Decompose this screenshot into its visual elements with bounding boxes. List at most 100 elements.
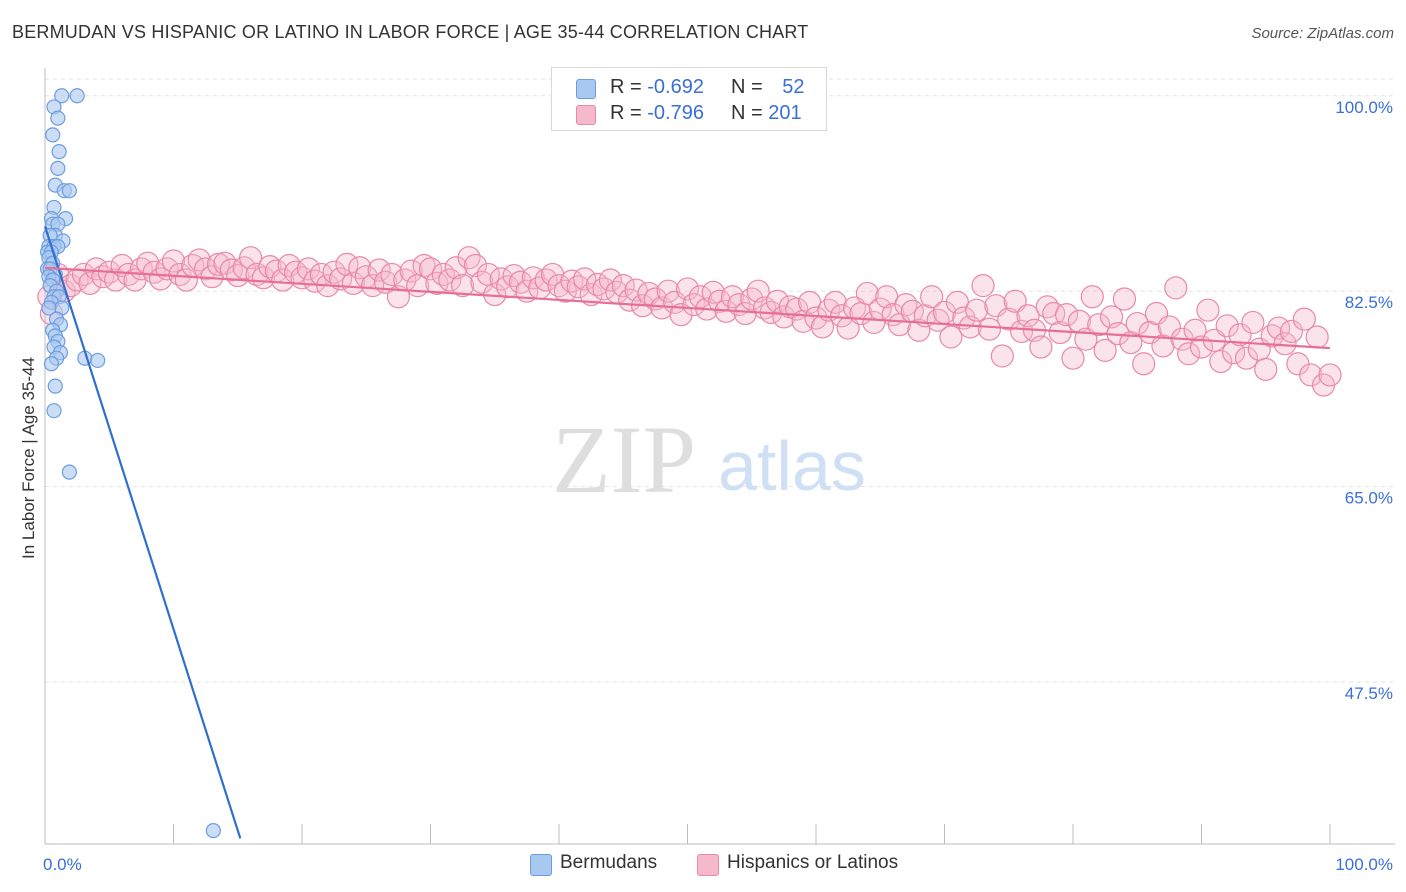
hispanic-point xyxy=(470,270,494,294)
legend-r-bermudans: R = -0.692 xyxy=(610,76,704,98)
hispanic-point xyxy=(277,253,301,278)
hispanic-point xyxy=(161,249,186,273)
hispanic-point xyxy=(733,301,757,326)
y-axis-title: In Labor Force | Age 35-44 xyxy=(19,357,38,559)
hispanic-point xyxy=(213,251,237,275)
hispanic-point xyxy=(855,281,880,306)
hispanic-point xyxy=(907,318,931,342)
hispanic-point xyxy=(271,268,295,292)
hispanic-point xyxy=(1254,357,1278,381)
hispanic-point xyxy=(682,292,706,317)
hispanic-point xyxy=(1196,298,1220,322)
hispanic-point xyxy=(328,267,353,291)
hispanic-point xyxy=(1279,319,1304,343)
tick-labels: 47.5% 65.0% 82.5% 100.0% 0.0% 100.0% xyxy=(43,98,1393,874)
bermudan-point xyxy=(50,110,66,126)
hispanic-point xyxy=(573,267,597,291)
bottom-legend-label-bermudans: Bermudans xyxy=(560,852,658,873)
hispanic-point xyxy=(303,269,327,293)
hispanic-point xyxy=(1260,324,1284,348)
hispanic-point xyxy=(1209,349,1233,374)
hispanic-point xyxy=(444,256,468,280)
hispanic-point xyxy=(1080,285,1104,309)
legend-n-bermudans: N = 52 xyxy=(731,76,805,98)
hispanic-point xyxy=(669,303,693,327)
hispanic-point xyxy=(1016,304,1040,328)
hispanic-point xyxy=(656,279,680,303)
hispanic-point xyxy=(1164,276,1188,300)
hispanic-point xyxy=(1318,363,1342,387)
hispanic-point xyxy=(322,260,346,284)
hispanic-point xyxy=(451,274,475,298)
hispanic-point xyxy=(104,268,128,292)
bermudan-point xyxy=(61,464,78,480)
bottom-legend-swatch-hispanics xyxy=(697,854,719,876)
y-tick-label: 100.0% xyxy=(1335,98,1393,117)
hispanic-point xyxy=(1228,323,1252,347)
bermudan-point xyxy=(41,300,57,316)
hispanic-point xyxy=(251,266,276,290)
bermudan-point xyxy=(205,822,221,839)
hispanic-point xyxy=(997,307,1021,331)
hispanic-point xyxy=(1305,325,1329,349)
hispanic-point xyxy=(1292,307,1316,331)
source-label: Source: ZipAtlas.com xyxy=(1251,25,1394,42)
bermudan-point xyxy=(69,88,85,104)
bottom-legend-swatch-bermudans xyxy=(530,854,552,876)
hispanic-point xyxy=(1241,310,1265,335)
bermudan-point xyxy=(54,88,70,104)
hispanic-point xyxy=(418,257,443,281)
hispanic-point xyxy=(1234,346,1259,370)
hispanic-point xyxy=(1029,335,1053,359)
bermudan-point xyxy=(90,352,106,369)
axes xyxy=(44,68,1395,845)
hispanic-point xyxy=(1009,319,1034,343)
bermudan-point xyxy=(50,160,66,176)
hispanic-point xyxy=(380,262,404,287)
hispanic-point xyxy=(296,257,321,281)
hispanic-point xyxy=(977,317,1002,341)
hispanic-point xyxy=(598,268,623,292)
bermudan-point xyxy=(47,378,63,394)
hispanic-point xyxy=(1087,313,1111,337)
hispanic-point xyxy=(367,258,391,282)
y-tick-label: 47.5% xyxy=(1345,684,1393,703)
legend-swatch-bermudans xyxy=(576,79,596,99)
series-hispanics-points xyxy=(37,246,1342,397)
hispanic-point xyxy=(1093,338,1117,362)
series-bermudans-points xyxy=(39,88,221,839)
bermudan-point xyxy=(46,403,62,419)
bermudan-point xyxy=(45,127,61,143)
hispanic-point xyxy=(675,277,700,301)
hispanic-point xyxy=(611,274,635,298)
hispanic-point xyxy=(913,304,937,328)
bermudan-point xyxy=(61,183,78,199)
bermudan-point xyxy=(43,356,60,372)
hispanic-point xyxy=(1132,352,1156,376)
x-tick-label: 0.0% xyxy=(43,855,82,874)
hispanic-point xyxy=(1215,314,1239,338)
hispanic-point xyxy=(830,304,854,328)
y-tick-label: 65.0% xyxy=(1345,489,1393,508)
hispanic-point xyxy=(823,290,847,314)
legend-n-hispanics: N = 201 xyxy=(731,102,802,124)
grid-lines xyxy=(45,78,1395,683)
hispanic-point xyxy=(341,271,365,295)
x-tick-label: 100.0% xyxy=(1335,855,1393,874)
hispanic-point xyxy=(894,292,918,317)
bottom-legend-label-hispanics: Hispanics or Latinos xyxy=(727,852,899,873)
hispanic-point xyxy=(502,263,526,288)
hispanic-point xyxy=(1112,287,1137,311)
hispanic-point xyxy=(78,271,102,295)
hispanic-point xyxy=(971,274,995,298)
hispanic-trend-line xyxy=(44,266,1331,350)
watermark-zip: ZIP xyxy=(552,406,696,513)
hispanic-point xyxy=(399,259,423,283)
trend-lines xyxy=(43,226,1331,839)
hispanic-point xyxy=(939,325,963,349)
hispanic-point xyxy=(1042,301,1066,326)
bermudan-point xyxy=(51,143,67,160)
chart-title: BERMUDAN VS HISPANIC OR LATINO IN LABOR … xyxy=(12,22,809,42)
hispanic-point xyxy=(990,344,1014,368)
